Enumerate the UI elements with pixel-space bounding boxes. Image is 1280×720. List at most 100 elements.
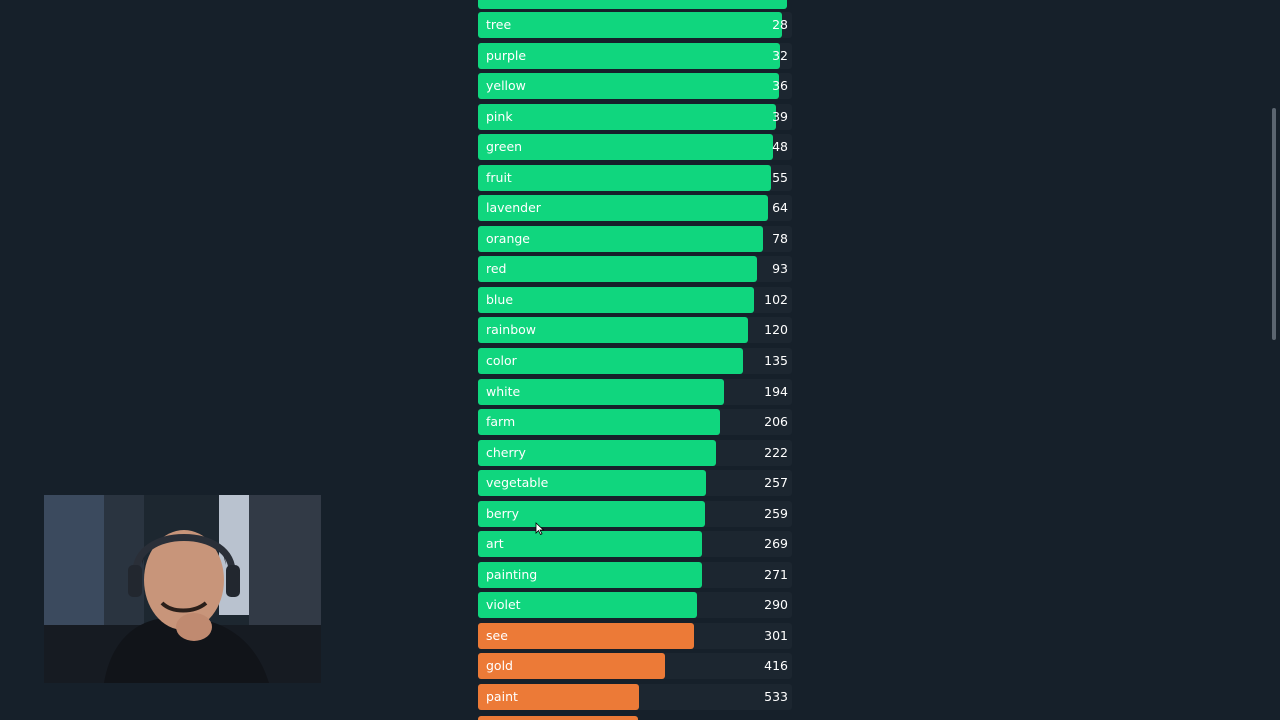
count-bar bbox=[478, 103, 776, 130]
count-bar bbox=[478, 286, 754, 313]
word-count: 271 bbox=[764, 566, 788, 582]
word-label: painting bbox=[486, 566, 538, 582]
list-item: purple 32 bbox=[478, 42, 792, 69]
word-count: 28 bbox=[772, 17, 788, 32]
list-item: berry 259 bbox=[478, 500, 792, 527]
word-count: 269 bbox=[764, 536, 788, 552]
word-label: red bbox=[486, 261, 507, 277]
list-item: color 135 bbox=[478, 348, 792, 375]
word-label: art bbox=[486, 536, 504, 552]
word-count: 120 bbox=[764, 322, 788, 338]
count-bar bbox=[478, 409, 720, 436]
list-item: painting 271 bbox=[478, 561, 792, 588]
word-label: green bbox=[486, 139, 523, 155]
word-label: white bbox=[486, 383, 521, 399]
list-item: tree 28 bbox=[478, 12, 792, 38]
word-label: gold bbox=[486, 658, 513, 674]
list-item: fruit 55 bbox=[478, 164, 792, 191]
count-bar bbox=[478, 73, 779, 100]
count-bar bbox=[478, 470, 706, 497]
word-count: 259 bbox=[764, 505, 788, 521]
word-label: yellow bbox=[486, 78, 526, 94]
word-label: pink bbox=[486, 108, 513, 124]
word-count: 48 bbox=[772, 139, 788, 155]
list-item: blue 102 bbox=[478, 286, 792, 313]
webcam-overlay bbox=[44, 495, 321, 683]
count-bar bbox=[478, 164, 771, 191]
word-label: see bbox=[486, 627, 508, 643]
count-bar bbox=[478, 653, 665, 680]
word-count: 206 bbox=[764, 414, 788, 430]
count-bar bbox=[478, 348, 743, 375]
word-label: rainbow bbox=[486, 322, 536, 338]
list-item: paint 533 bbox=[478, 684, 792, 711]
word-count: 39 bbox=[772, 108, 788, 124]
count-bar bbox=[478, 684, 639, 711]
list-item: see 301 bbox=[478, 622, 792, 649]
word-label: color bbox=[486, 353, 517, 369]
word-count: 32 bbox=[772, 47, 788, 63]
list-item: orange 78 bbox=[478, 225, 792, 252]
count-bar bbox=[478, 592, 697, 619]
word-label: violet bbox=[486, 597, 521, 613]
count-bar bbox=[478, 134, 773, 161]
list-item: cherry 222 bbox=[478, 439, 792, 466]
list-item: rainbow 120 bbox=[478, 317, 792, 344]
word-label: tree bbox=[486, 17, 512, 32]
word-count-list: tree 28 purple 32 yellow 36 pink 39 green 48 fruit… bbox=[478, 12, 792, 715]
count-bar bbox=[478, 42, 780, 69]
word-label: cherry bbox=[486, 444, 526, 460]
count-bar bbox=[478, 256, 757, 283]
list-item: green 48 bbox=[478, 134, 792, 161]
list-item: violet 290 bbox=[478, 592, 792, 619]
word-label: farm bbox=[486, 414, 516, 430]
word-label: purple bbox=[486, 47, 527, 63]
word-label: paint bbox=[486, 689, 518, 705]
count-bar bbox=[478, 439, 716, 466]
word-label: lavender bbox=[486, 200, 541, 216]
list-item: lavender 64 bbox=[478, 195, 792, 222]
count-bar bbox=[478, 500, 705, 527]
count-bar bbox=[478, 531, 702, 558]
word-label: fruit bbox=[486, 169, 512, 185]
word-count: 194 bbox=[764, 383, 788, 399]
page-scrollbar[interactable] bbox=[1272, 108, 1276, 340]
word-count: 290 bbox=[764, 597, 788, 613]
count-bar bbox=[478, 561, 702, 588]
partial-bar-bottom bbox=[478, 716, 638, 720]
mouse-pointer-icon bbox=[535, 522, 545, 536]
word-label: blue bbox=[486, 291, 514, 307]
list-item: red 93 bbox=[478, 256, 792, 283]
count-bar bbox=[478, 317, 748, 344]
word-count: 102 bbox=[764, 291, 788, 307]
list-item: vegetable 257 bbox=[478, 470, 792, 497]
word-count: 416 bbox=[764, 658, 788, 674]
list-item: farm 206 bbox=[478, 409, 792, 436]
word-label: orange bbox=[486, 230, 530, 246]
count-bar bbox=[478, 195, 768, 222]
count-bar bbox=[478, 622, 694, 649]
word-count: 36 bbox=[772, 78, 788, 94]
word-count: 55 bbox=[772, 169, 788, 185]
list-item: yellow 36 bbox=[478, 73, 792, 100]
list-item: gold 416 bbox=[478, 653, 792, 680]
word-count: 533 bbox=[764, 689, 788, 705]
list-item: white 194 bbox=[478, 378, 792, 405]
count-bar bbox=[478, 378, 724, 405]
count-bar bbox=[478, 225, 763, 252]
partial-bar-top bbox=[478, 0, 787, 9]
word-count: 93 bbox=[772, 261, 788, 277]
person-webcam-icon bbox=[44, 495, 321, 683]
word-count: 64 bbox=[772, 200, 788, 216]
list-item: art 269 bbox=[478, 531, 792, 558]
count-bar bbox=[478, 12, 782, 38]
word-label: berry bbox=[486, 505, 520, 521]
word-count: 257 bbox=[764, 475, 788, 491]
word-count: 222 bbox=[764, 444, 788, 460]
list-item: pink 39 bbox=[478, 103, 792, 130]
word-count: 135 bbox=[764, 353, 788, 369]
word-label: vegetable bbox=[486, 475, 549, 491]
word-count: 78 bbox=[772, 230, 788, 246]
word-count: 301 bbox=[764, 627, 788, 643]
